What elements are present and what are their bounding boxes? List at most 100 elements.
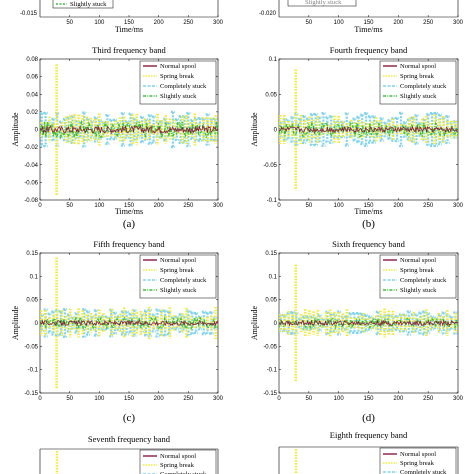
- y-tick-label: 0.02: [26, 110, 38, 116]
- x-tick-label: 100: [94, 20, 105, 26]
- y-tick-label: 0.08: [26, 57, 38, 63]
- x-tick-label: 0: [277, 203, 281, 209]
- y-tick-label: -0.05: [263, 344, 277, 350]
- series-group: [40, 257, 218, 389]
- panel-caption: (d): [362, 412, 375, 424]
- x-tick-label: 50: [305, 203, 312, 209]
- y-tick-label: -0.1: [267, 198, 278, 204]
- legend-label-normal: Normal spool: [400, 257, 436, 264]
- series-normal-spool: [279, 125, 458, 134]
- x-tick-label: 300: [213, 20, 224, 26]
- x-tick-label: 100: [334, 396, 345, 402]
- legend-label-completely: Completely stuck: [400, 83, 447, 90]
- panel-caption: (b): [362, 218, 375, 230]
- x-axis-label: Time/ms: [115, 25, 143, 34]
- x-tick-label: 50: [66, 20, 73, 26]
- x-tick-label: 150: [124, 203, 135, 209]
- x-tick-label: 200: [393, 396, 404, 402]
- legend-label-normal: Normal spool: [160, 257, 196, 264]
- legend-label-slightly: Slightly stuck: [160, 93, 197, 100]
- series-normal-spool: [40, 124, 218, 135]
- x-tick-label: 250: [183, 203, 194, 209]
- y-tick-label: -0.015: [20, 11, 38, 17]
- y-tick-label: 0: [35, 128, 39, 134]
- legend-label-completely: Completely stuck: [400, 469, 447, 474]
- y-tick-label: 0: [274, 128, 278, 134]
- x-tick-label: 250: [423, 20, 434, 26]
- x-tick-label: 300: [453, 203, 464, 209]
- x-tick-label: 100: [94, 396, 105, 402]
- chart-title: Fifth frequency band: [93, 239, 165, 249]
- chart-title: Fourth frequency band: [330, 45, 408, 55]
- x-tick-label: 200: [154, 20, 165, 26]
- chart-title: Seventh frequency band: [88, 434, 171, 444]
- chart-title: Eighth frequency band: [330, 430, 408, 440]
- x-tick-label: 150: [124, 396, 135, 402]
- legend-label-spring: Spring break: [160, 73, 195, 80]
- x-tick-label: 200: [393, 203, 404, 209]
- y-tick-label: 0.05: [26, 298, 38, 304]
- y-tick-label: 0.04: [26, 92, 38, 98]
- x-tick-label: 250: [183, 20, 194, 26]
- x-tick-label: 50: [305, 396, 312, 402]
- series-group: [279, 264, 458, 382]
- legend-label-completely: Completely stuck: [160, 83, 207, 90]
- x-tick-label: 150: [124, 20, 135, 26]
- x-tick-label: 150: [363, 20, 374, 26]
- legend-label-slightly: Slightly stuck: [400, 93, 437, 100]
- legend-label-spring: Spring break: [160, 462, 195, 469]
- legend-label-slightly: Slightly stuck: [70, 1, 107, 8]
- y-tick-label: 0.1: [30, 274, 39, 280]
- x-tick-label: 150: [363, 203, 374, 209]
- legend-label-spring: Spring break: [160, 267, 195, 274]
- chart-title: Third frequency band: [92, 45, 166, 55]
- x-tick-label: 0: [277, 396, 281, 402]
- series-normal-spool: [279, 319, 458, 327]
- x-tick-label: 50: [66, 396, 73, 402]
- y-tick-label: 0.1: [269, 274, 278, 280]
- y-tick-label: 0.15: [265, 251, 277, 257]
- x-tick-label: 300: [453, 396, 464, 402]
- panel-caption: (a): [123, 218, 136, 230]
- y-tick-label: -0.1: [28, 368, 39, 374]
- y-axis-label: Amplitude: [11, 305, 20, 340]
- y-tick-label: -0.1: [267, 368, 278, 374]
- y-tick-label: 0.05: [265, 298, 277, 304]
- y-tick-label: -0.02: [24, 145, 38, 151]
- x-tick-label: 50: [305, 20, 312, 26]
- legend-label-normal: Normal spool: [400, 63, 436, 70]
- y-tick-label: -0.08: [24, 198, 38, 204]
- x-tick-label: 50: [66, 203, 73, 209]
- y-tick-label: -0.06: [24, 180, 38, 186]
- chart-title: Sixth frequency band: [332, 239, 405, 249]
- y-tick-label: 0: [274, 321, 278, 327]
- x-tick-label: 250: [423, 203, 434, 209]
- y-tick-label: -0.05: [24, 344, 38, 350]
- x-tick-label: 0: [38, 396, 42, 402]
- y-tick-label: 0: [35, 321, 39, 327]
- legend-box: [139, 449, 217, 474]
- legend-label-normal: Normal spool: [160, 453, 196, 460]
- y-tick-label: -0.04: [24, 163, 38, 169]
- panel-caption: (c): [123, 412, 136, 424]
- x-axis-label: Time/ms: [354, 25, 382, 34]
- legend-box: [139, 254, 217, 299]
- y-tick-label: -0.020: [259, 11, 277, 17]
- y-tick-label: 0.15: [26, 251, 38, 257]
- x-tick-label: 100: [94, 203, 105, 209]
- legend-box: [379, 60, 457, 105]
- legend-box: [379, 254, 457, 299]
- legend-label-completely: Completely stuck: [400, 277, 447, 284]
- x-tick-label: 250: [183, 396, 194, 402]
- x-tick-label: 300: [453, 20, 464, 26]
- x-axis-label: Time/ms: [354, 207, 382, 216]
- legend-label-slightly: Slightly stuck: [305, 0, 342, 6]
- y-axis-label: Amplitude: [250, 112, 259, 147]
- series-slightly-stuck: [40, 119, 218, 140]
- x-tick-label: 100: [334, 20, 345, 26]
- legend-label-normal: Normal spool: [160, 63, 196, 70]
- legend-label-spring: Spring break: [400, 460, 435, 467]
- y-tick-label: 0.06: [26, 75, 38, 81]
